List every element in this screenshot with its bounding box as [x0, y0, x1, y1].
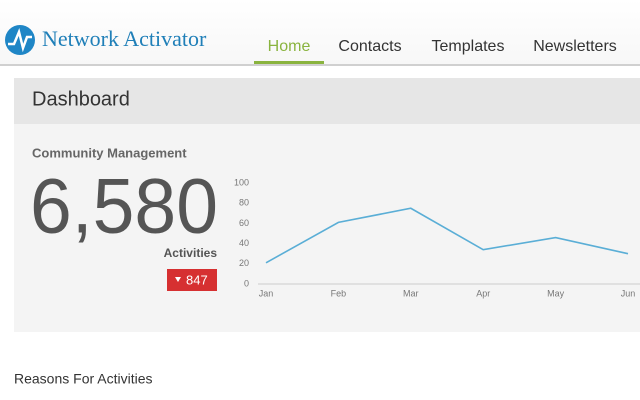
- y-tick-label: 0: [244, 278, 249, 288]
- nav-underline: [254, 61, 324, 64]
- nav-item[interactable]: Contacts: [338, 38, 401, 55]
- nav: Home Contacts Templates Newsletters: [254, 38, 617, 64]
- total-count: 6,580: [30, 162, 218, 250]
- dashboard-title: Dashboard: [32, 88, 130, 110]
- y-tick-label: 40: [239, 238, 249, 248]
- y-tick-label: 80: [239, 198, 249, 208]
- logo-wave: [8, 28, 32, 53]
- total-label: Activities: [164, 246, 218, 260]
- x-tick-label: Mar: [403, 288, 419, 298]
- nav-item[interactable]: Home: [268, 38, 311, 55]
- brand: Network Activator: [42, 26, 207, 51]
- line: [265, 207, 629, 264]
- nav-item[interactable]: Newsletters: [533, 38, 617, 55]
- change-badge: [167, 269, 217, 291]
- dashboard-header: [14, 78, 640, 124]
- nav-item[interactable]: Templates: [432, 38, 505, 55]
- section-title: Community Management: [32, 145, 187, 160]
- y-tick-label: 100: [234, 177, 249, 187]
- x-tick-label: Jan: [259, 288, 274, 298]
- header-bar: [0, 0, 640, 64]
- y-tick-label: 60: [239, 218, 249, 228]
- change-value: 847: [186, 272, 208, 287]
- line-chart: 0 20 40 60 80 100 Jan Feb Mar Apr May Jun: [234, 177, 640, 298]
- x-tick-label: Jun: [621, 288, 636, 298]
- down-arrow: [175, 277, 181, 282]
- x-tick-label: Feb: [331, 288, 347, 298]
- section-heading: Reasons For Activities: [14, 371, 153, 387]
- y-tick-label: 20: [239, 258, 249, 268]
- x-tick-label: May: [547, 288, 565, 298]
- x-tick-label: Apr: [476, 288, 490, 298]
- header-border: [0, 64, 640, 66]
